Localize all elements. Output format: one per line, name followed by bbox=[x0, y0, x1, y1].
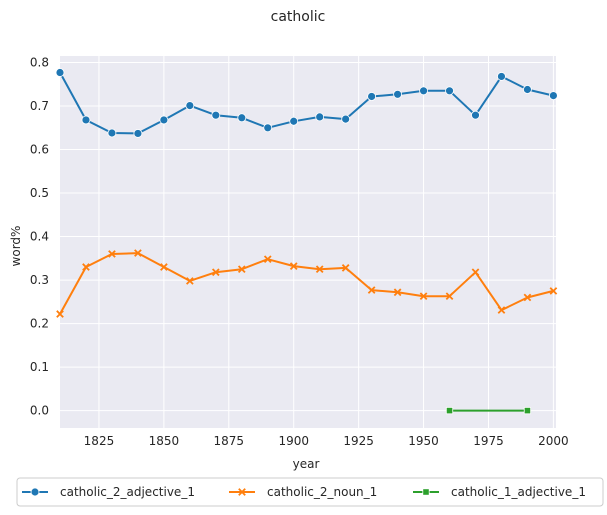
data-point bbox=[185, 101, 195, 110]
legend-marker bbox=[422, 488, 430, 496]
data-point bbox=[419, 86, 428, 96]
x-tick-label: 1900 bbox=[278, 434, 309, 448]
chart-title: catholic bbox=[271, 9, 326, 25]
data-point bbox=[160, 263, 168, 271]
data-point bbox=[341, 114, 351, 124]
data-point bbox=[471, 110, 480, 120]
data-point bbox=[549, 287, 558, 295]
y-tick-labels: 0.0 0.1 0.2 0.3 0.4 0.5 0.6 0.7 0.8 bbox=[30, 56, 49, 418]
series-1 bbox=[55, 68, 558, 138]
series-line bbox=[59, 72, 554, 135]
data-point bbox=[55, 68, 65, 77]
y-tick-label: 0.1 bbox=[30, 360, 49, 374]
legend-item: catholic_2_noun_1 bbox=[229, 485, 377, 499]
y-tick-label: 0.3 bbox=[30, 273, 49, 287]
data-point bbox=[315, 265, 324, 274]
y-tick-label: 0.4 bbox=[30, 230, 49, 244]
legend-marker bbox=[30, 487, 40, 497]
legend-label: catholic_2_adjective_1 bbox=[60, 485, 195, 499]
data-point bbox=[211, 110, 221, 120]
data-point bbox=[108, 250, 116, 258]
legend-item: catholic_1_adjective_1 bbox=[413, 485, 586, 499]
x-tick-label: 1950 bbox=[408, 434, 439, 448]
legend-item: catholic_2_adjective_1 bbox=[22, 485, 195, 499]
data-point bbox=[237, 113, 247, 123]
legend: catholic_2_adjective_1 catholic_2_noun_1 c… bbox=[16, 477, 604, 507]
y-tick-label: 0.2 bbox=[30, 317, 49, 331]
data-point bbox=[263, 255, 272, 264]
x-tick-label: 1850 bbox=[149, 434, 180, 448]
y-tick-label: 0.8 bbox=[30, 56, 49, 70]
data-point bbox=[497, 306, 506, 314]
legend-label: catholic_2_noun_1 bbox=[267, 485, 377, 499]
data-point bbox=[497, 72, 506, 81]
data-point bbox=[81, 115, 91, 125]
x-axis-label: year bbox=[293, 457, 320, 471]
y-tick-label: 0.5 bbox=[30, 186, 49, 200]
legend-marker bbox=[238, 488, 246, 496]
data-point bbox=[315, 112, 325, 122]
data-point bbox=[471, 268, 480, 277]
x-tick-labels: 1825 1850 1875 1900 1925 1950 1975 2000 bbox=[84, 434, 569, 448]
data-point bbox=[367, 92, 377, 101]
data-point bbox=[289, 262, 298, 270]
x-tick-label: 1975 bbox=[473, 434, 504, 448]
data-point bbox=[523, 406, 532, 415]
data-point bbox=[159, 115, 169, 125]
data-point bbox=[393, 89, 402, 99]
series-3 bbox=[445, 406, 532, 415]
data-point bbox=[134, 249, 142, 257]
data-point bbox=[56, 310, 64, 318]
data-point bbox=[263, 123, 273, 133]
x-tick-label: 1925 bbox=[343, 434, 374, 448]
data-point bbox=[393, 288, 402, 297]
plot-area bbox=[60, 56, 556, 428]
data-point bbox=[82, 263, 90, 271]
data-point bbox=[133, 129, 143, 138]
y-tick-label: 0.7 bbox=[30, 99, 49, 113]
data-point bbox=[211, 268, 220, 277]
y-axis-label: word% bbox=[9, 226, 23, 267]
data-point bbox=[367, 286, 376, 294]
data-point bbox=[237, 265, 246, 274]
data-point bbox=[523, 85, 532, 94]
data-point bbox=[107, 128, 117, 138]
data-point bbox=[419, 292, 428, 301]
y-tick-label: 0.6 bbox=[30, 143, 49, 157]
series-layer bbox=[55, 68, 558, 415]
data-point bbox=[341, 264, 350, 272]
x-tick-label: 1825 bbox=[84, 434, 115, 448]
legend-box bbox=[16, 477, 604, 507]
data-point bbox=[523, 293, 532, 302]
x-tick-label: 1875 bbox=[214, 434, 245, 448]
series-line bbox=[59, 252, 554, 315]
grid-lines bbox=[60, 56, 556, 428]
data-point bbox=[549, 91, 558, 100]
series-2 bbox=[56, 249, 558, 318]
x-tick-label: 2000 bbox=[538, 434, 569, 448]
data-point bbox=[445, 86, 454, 96]
legend-label: catholic_1_adjective_1 bbox=[451, 485, 586, 499]
data-point bbox=[445, 406, 454, 415]
data-point bbox=[289, 116, 299, 126]
y-tick-label: 0.0 bbox=[30, 404, 49, 418]
data-point bbox=[445, 292, 454, 301]
data-point bbox=[186, 277, 194, 285]
